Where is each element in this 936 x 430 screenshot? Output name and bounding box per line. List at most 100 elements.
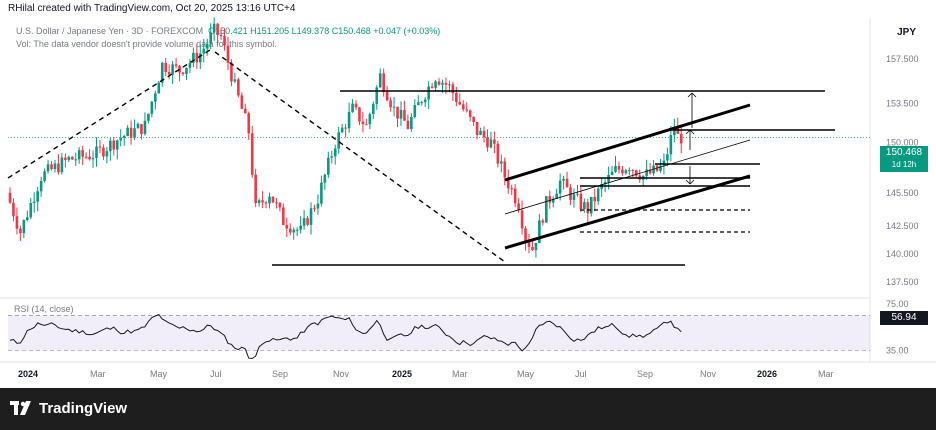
candle-body <box>551 198 555 203</box>
candle-body <box>403 109 406 121</box>
candle-body <box>181 72 185 75</box>
tradingview-branding: TradingView <box>10 398 127 418</box>
candle-body <box>365 124 368 126</box>
candle-body <box>617 166 621 170</box>
candle-body <box>586 202 590 214</box>
dashed-trend-up <box>7 49 211 179</box>
candle-body <box>50 164 53 170</box>
chart-frame: RHilal created with TradingView.com, Oct… <box>0 0 936 388</box>
rsi-pane: 75.00 35.00 <box>8 299 909 360</box>
candle-body <box>676 127 680 134</box>
candle-body <box>32 201 36 203</box>
candle-body <box>565 178 569 188</box>
candle-body <box>399 109 403 119</box>
time-tick-label: Jul <box>575 369 587 379</box>
candle-body <box>233 79 237 82</box>
time-tick-label: May <box>150 369 168 379</box>
candle-body <box>368 114 372 125</box>
volume-note: Vol: The data vendor doesn't provide vol… <box>16 39 277 49</box>
candle-body <box>243 108 247 114</box>
created-by-text: RHilal created with TradingView.com, Oct… <box>8 3 296 14</box>
candle-body <box>596 188 600 202</box>
candle-body <box>36 191 39 202</box>
candle-body <box>434 81 437 88</box>
candle-body <box>77 150 81 160</box>
candle-body <box>437 81 441 85</box>
candle-body <box>589 196 593 214</box>
time-tick-label: Mar <box>90 369 106 379</box>
candle-body <box>98 146 102 148</box>
candle-body <box>264 202 268 204</box>
candle-body <box>513 188 517 204</box>
candle-body <box>327 157 330 175</box>
candle-body <box>292 229 296 233</box>
candle-body <box>538 220 541 244</box>
candle-body <box>316 203 320 209</box>
candle-body <box>472 116 475 122</box>
price-chart[interactable]: 157.500 153.500 150.000 145.500 142.500 140.0… <box>0 0 936 388</box>
candle-body <box>569 187 572 200</box>
candle-body <box>659 165 662 171</box>
price-tick-label: 150.000 <box>886 138 919 148</box>
candle-body <box>84 156 88 158</box>
candle-body <box>140 124 143 135</box>
candle-body <box>74 159 78 161</box>
candle-body <box>673 127 676 136</box>
candle-body <box>22 220 26 234</box>
candle-body <box>188 62 192 68</box>
candle-body <box>645 169 648 176</box>
candle-body <box>15 216 19 229</box>
candle-body <box>361 121 365 125</box>
candle-body <box>430 86 434 88</box>
candle-body <box>503 161 507 178</box>
candle-body <box>458 101 462 105</box>
candle-body <box>548 196 552 203</box>
candle-body <box>112 140 116 150</box>
price-tick-label: 140.000 <box>886 249 919 259</box>
rsi-value-badge: 56.94 <box>880 311 928 325</box>
candle-body <box>119 137 123 141</box>
candle-body <box>115 140 119 150</box>
candle-body <box>486 137 489 148</box>
candle-body <box>102 147 105 157</box>
channel-mid <box>504 139 751 215</box>
candle-body <box>60 157 64 173</box>
candle-body <box>634 170 638 176</box>
candle-body <box>195 52 199 63</box>
time-tick-label: 2025 <box>392 369 412 379</box>
candle-body <box>500 161 503 164</box>
candle-body <box>29 202 33 218</box>
time-tick-label: Jul <box>210 369 222 379</box>
candle-body <box>534 243 538 251</box>
time-tick-label: Nov <box>700 369 717 379</box>
time-tick-label: 2026 <box>757 369 777 379</box>
candle-body <box>416 102 420 106</box>
candle-body <box>285 224 289 229</box>
candle-body <box>306 218 309 225</box>
candle-body <box>482 130 486 138</box>
candle-body <box>157 82 161 94</box>
price-axis: 157.500 153.500 150.000 145.500 142.500 140.0… <box>886 54 919 287</box>
price-tick-label: 145.500 <box>886 188 919 198</box>
candle-body <box>299 225 302 230</box>
candle-body <box>382 73 385 93</box>
candle-body <box>95 146 98 159</box>
target-arrowhead-1 <box>687 92 693 98</box>
candle-body <box>506 177 510 189</box>
candle-body <box>444 82 448 85</box>
candle-body <box>26 217 29 221</box>
price-tick-label: 153.500 <box>886 99 919 109</box>
target-arrowhead-2b <box>689 129 695 135</box>
candle-body <box>70 157 74 160</box>
candle-body <box>527 241 531 247</box>
symbol-title[interactable]: U.S. Dollar / Japanese Yen · 3D · FOREXC… <box>16 26 204 36</box>
candle-body <box>347 112 351 129</box>
candle-body <box>174 64 178 66</box>
rsi-tick-label: 75.00 <box>886 299 909 309</box>
rsi-label[interactable]: RSI (14, close) <box>14 304 74 314</box>
candle-body <box>323 174 327 183</box>
candle-body <box>275 202 278 204</box>
candle-body <box>441 82 444 85</box>
candle-body <box>465 109 469 111</box>
candle-body <box>67 157 71 160</box>
